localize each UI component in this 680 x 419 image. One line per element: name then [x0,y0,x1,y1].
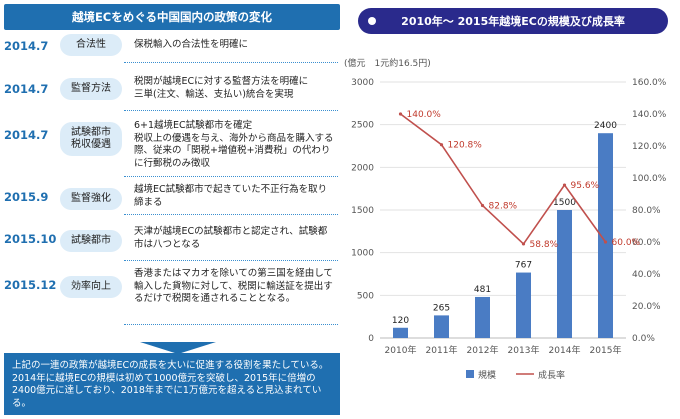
policy-tag: 監督方法 [60,78,122,100]
policy-separator [124,214,338,215]
bar [475,296,490,338]
left-tick-label: 3000 [351,78,374,88]
policy-separator [124,62,338,63]
x-tick-label: 2012年 [467,344,499,356]
x-tick-label: 2014年 [549,344,581,356]
left-axis-ticks: 0 500 1000 1500 2000 2500 3000 [351,78,374,344]
bar-value-label: 767 [515,261,532,271]
policy-tag: 監督強化 [60,188,122,210]
policy-date: 2014.7 [4,128,49,142]
left-tick-label: 1000 [351,249,374,259]
bar-value-label: 120 [392,316,409,326]
policy-separator [124,260,338,261]
summary-box: 上記の一連の政策が越境ECの成長を大いに促進する役割を果たしている。2014年に… [4,353,340,415]
line-labels: 140.0% 120.8% 82.8% 58.8% 95.6% 60.0% [407,110,641,250]
left-tick-label: 2500 [351,121,374,131]
growth-point [603,240,608,244]
legend-bar-label: 規模 [478,370,496,381]
x-tick-label: 2013年 [508,344,540,356]
right-tick-label: 0.0% [632,334,655,344]
bar-value-label: 1500 [553,198,576,208]
growth-point [439,143,444,147]
line-series [398,112,608,246]
policy-tag: 試験都市 [60,230,122,252]
chart-header-title: 2010年～ 2015年越境ECの規模及び成長率 [401,15,625,28]
bar-value-label: 2400 [594,121,617,131]
policy-description: 税関が越境ECに対する監督方法を明確に 三単(注文、輸送、支払い)統合を実現 [134,76,309,100]
grid [380,81,626,339]
policy-date: 2014.7 [4,39,49,53]
bar [557,210,572,338]
policy-description: 6+1越境EC試験都市を確定 税収上の優遇を与え、海外から商品を購入する際、従来… [134,120,334,169]
policy-description: 香港またはマカオを除いての第三国を経由して輸入した貨物に対して、税関に輸送証を提… [134,268,333,304]
left-tick-label: 0 [368,334,374,344]
right-tick-label: 140.0% [632,110,667,120]
policy-date: 2015.12 [4,278,57,292]
chart-header: 2010年～ 2015年越境ECの規模及び成長率 [358,8,668,34]
growth-value-label: 60.0% [612,238,641,248]
policy-description: 天津が越境ECの試験都市と認定され、試験都市は八つとなる [134,226,328,250]
bars [393,133,613,338]
summary-arrow-icon [140,342,216,354]
bullet-icon [368,17,376,25]
x-tick-label: 2010年 [385,344,417,356]
right-tick-label: 60.0% [632,238,661,248]
summary-text: 上記の一連の政策が越境ECの成長を大いに促進する役割を果たしている。2014年に… [12,360,329,409]
growth-value-label: 95.6% [571,181,600,191]
bar-value-label: 481 [474,285,491,295]
growth-value-label: 140.0% [407,110,442,120]
bar [516,272,531,338]
bar [393,327,408,338]
policy-date: 2015.9 [4,190,49,204]
policy-separator [124,176,338,177]
bar [434,315,449,338]
policy-separator [124,110,338,111]
growth-point [480,203,485,208]
x-tick-label: 2015年 [590,344,622,356]
policy-description: 保税輸入の合法性を明確に [134,39,249,50]
right-tick-label: 120.0% [632,142,667,152]
chart-unit-note: (億元 1元約16.5円) [344,57,431,69]
growth-point [562,183,567,187]
growth-point [398,112,403,116]
growth-value-label: 58.8% [530,240,559,250]
right-tick-label: 40.0% [632,270,661,280]
bar-value-label: 265 [433,303,450,313]
growth-point [521,242,526,246]
policy-tag: 合法性 [60,34,122,56]
left-tick-label: 500 [357,291,374,301]
x-axis-labels: 2010年 2011年 2012年 2013年 2014年 2015年 [385,344,622,356]
right-tick-label: 160.0% [632,78,667,88]
legend: 規模 成長率 [466,369,565,381]
policy-separator [124,324,338,325]
policy-header: 越境ECをめぐる中国国内の政策の変化 [4,4,340,30]
x-tick-label: 2011年 [426,344,458,356]
left-tick-label: 1500 [351,206,374,216]
chart: (億元 1元約16.5円) 0 500 1000 1500 2000 2500 3000 0… [344,57,667,381]
left-tick-label: 2000 [351,163,374,173]
bar-labels: 120 265 481 767 1500 2400 [392,121,617,326]
right-tick-label: 80.0% [632,206,661,216]
bar [598,133,613,338]
growth-line [400,113,607,246]
growth-value-label: 82.8% [489,202,518,212]
policy-tag: 効率向上 [60,276,122,298]
policy-description: 越境EC試験都市で起きていた不正行為を取り締まる [134,184,328,208]
right-axis-ticks: 0.0% 20.0% 40.0% 60.0% 80.0% 100.0% 120.0% 140.… [632,78,667,344]
policy-date: 2015.10 [4,232,57,246]
legend-bar-swatch [466,370,474,378]
policy-tag: 試験都市 税収優遇 [60,122,122,156]
policy-date: 2014.7 [4,82,49,96]
right-tick-label: 100.0% [632,174,667,184]
growth-value-label: 120.8% [448,141,483,151]
legend-line-label: 成長率 [538,369,565,381]
right-tick-label: 20.0% [632,302,661,312]
